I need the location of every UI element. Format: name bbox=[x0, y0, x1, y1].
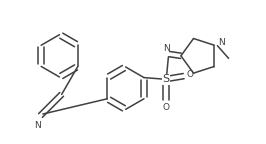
Text: N: N bbox=[218, 38, 225, 47]
Text: N: N bbox=[34, 121, 41, 130]
Text: S: S bbox=[163, 74, 170, 84]
Text: O: O bbox=[163, 103, 169, 112]
Text: N: N bbox=[164, 44, 170, 53]
Text: O: O bbox=[186, 70, 193, 79]
